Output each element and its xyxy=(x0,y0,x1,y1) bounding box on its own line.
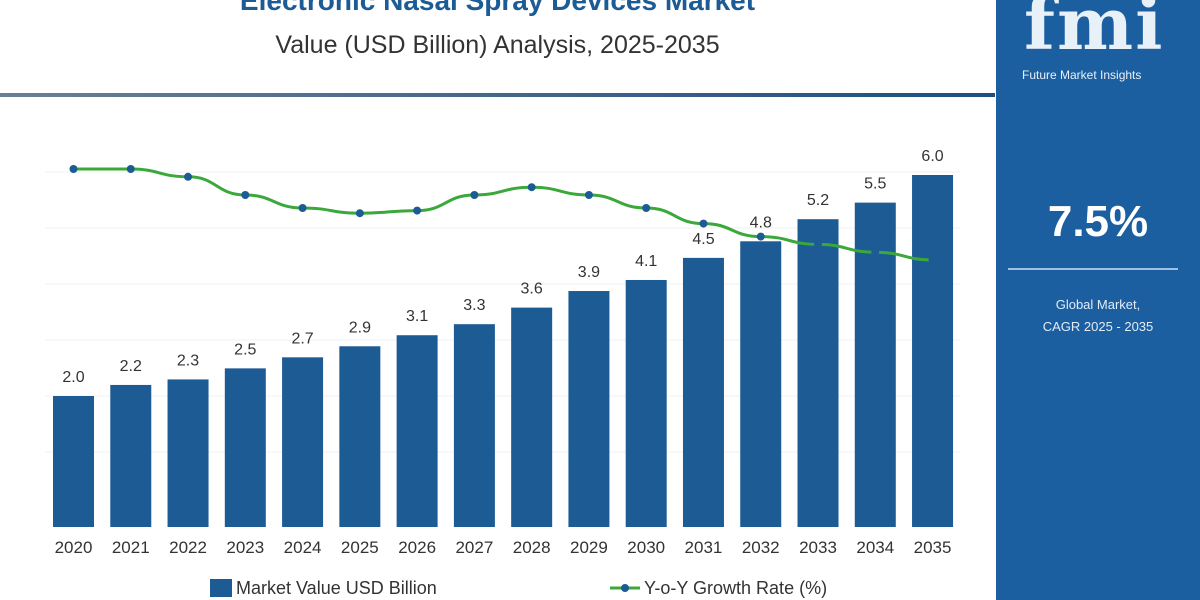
growth-point-2026 xyxy=(413,206,422,215)
x-tick-2021: 2021 xyxy=(112,538,150,557)
chart-plot: 2.0 2020 2.2 2021 2.3 2022 2.5 2023 2.7 2024 2.9 20… xyxy=(45,148,960,557)
chart-subtitle: Value (USD Billion) Analysis, 2025-2035 xyxy=(275,31,720,59)
legend-item-bars: Market Value USD Billion xyxy=(210,578,437,598)
data-label-2020: 2.0 xyxy=(62,369,84,386)
legend-swatch-bar xyxy=(210,579,232,597)
bar-2035 xyxy=(912,175,954,527)
x-tick-2022: 2022 xyxy=(169,538,207,557)
bar-2021 xyxy=(110,384,152,527)
bar-2028 xyxy=(511,307,553,527)
divider xyxy=(0,93,995,97)
bar-2029 xyxy=(568,291,610,527)
data-label-2026: 3.1 xyxy=(406,308,428,325)
cagr-label-line1: Global Market, xyxy=(1055,297,1141,312)
x-tick-2035: 2035 xyxy=(914,538,952,557)
data-label-2023: 2.5 xyxy=(234,341,256,358)
x-tick-2031: 2031 xyxy=(685,538,723,557)
data-label-2022: 2.3 xyxy=(177,352,199,369)
data-label-2031: 4.5 xyxy=(692,231,714,248)
bar-2027 xyxy=(453,324,495,527)
growth-point-2024 xyxy=(298,204,307,212)
legend-item-line: Y-o-Y Growth Rate (%) xyxy=(610,578,827,598)
bar-2031 xyxy=(682,257,724,527)
data-label-2034: 5.5 xyxy=(864,176,886,193)
x-tick-2026: 2026 xyxy=(398,538,436,557)
chart-title: Electronic Nasal Spray Devices Market xyxy=(239,0,756,16)
bar-2022 xyxy=(167,379,209,527)
growth-point-2021 xyxy=(126,165,135,173)
x-tick-2033: 2033 xyxy=(799,538,837,557)
growth-point-2031 xyxy=(699,219,708,228)
bar-2034 xyxy=(854,202,896,527)
x-tick-2025: 2025 xyxy=(341,538,379,557)
growth-point-2028 xyxy=(527,183,536,192)
brand-panel: fmi Future Market Insights 7.5% Global M… xyxy=(996,0,1200,600)
x-tick-2020: 2020 xyxy=(55,538,93,557)
panel-separator xyxy=(1008,268,1178,270)
data-label-2029: 3.9 xyxy=(578,264,600,281)
brand-name: Future Market Insights xyxy=(1022,68,1142,82)
cagr-value: 7.5% xyxy=(1047,197,1149,246)
growth-point-2029 xyxy=(584,191,593,199)
data-label-2021: 2.2 xyxy=(120,358,142,375)
x-tick-2028: 2028 xyxy=(513,538,551,557)
fmi-logo: fmi xyxy=(1024,0,1165,60)
cagr-label: Global Market, CAGR 2025 - 2035 xyxy=(996,294,1200,338)
growth-line xyxy=(73,167,933,262)
growth-point-2032 xyxy=(756,232,765,241)
bar-2033 xyxy=(797,219,839,527)
growth-point-2034 xyxy=(871,248,880,257)
bar-2020 xyxy=(53,396,94,527)
data-label-2025: 2.9 xyxy=(349,319,371,336)
data-label-2027: 3.3 xyxy=(463,297,485,314)
data-label-2032: 4.8 xyxy=(750,214,772,231)
x-tick-2029: 2029 xyxy=(570,538,608,557)
x-tick-2023: 2023 xyxy=(226,538,264,557)
bar-2026 xyxy=(396,335,438,527)
x-tick-2032: 2032 xyxy=(742,538,780,557)
legend-label-line: Y-o-Y Growth Rate (%) xyxy=(644,578,828,598)
growth-point-2025 xyxy=(355,209,364,218)
growth-point-2023 xyxy=(241,191,250,199)
growth-point-2033 xyxy=(814,240,823,249)
data-label-2028: 3.6 xyxy=(521,281,543,298)
x-tick-2034: 2034 xyxy=(856,538,894,557)
legend-label-bars: Market Value USD Billion xyxy=(236,578,437,598)
bar-2025 xyxy=(339,346,381,527)
growth-point-2035 xyxy=(928,256,937,264)
bar-2024 xyxy=(282,357,324,527)
data-label-2033: 5.2 xyxy=(807,192,829,209)
x-tick-2024: 2024 xyxy=(284,538,322,557)
data-label-2024: 2.7 xyxy=(291,330,313,347)
bar-2032 xyxy=(740,241,782,528)
bar-2023 xyxy=(224,368,266,527)
x-tick-2030: 2030 xyxy=(627,538,665,557)
bar-2030 xyxy=(625,279,667,527)
growth-point-2022 xyxy=(184,172,193,181)
cagr-label-line2: CAGR 2025 - 2035 xyxy=(1042,319,1154,334)
data-label-2035: 6.0 xyxy=(921,148,943,165)
growth-point-2030 xyxy=(642,204,651,212)
data-label-2030: 4.1 xyxy=(635,253,657,270)
x-tick-2027: 2027 xyxy=(455,538,493,557)
growth-point-2020 xyxy=(69,165,78,173)
legend-swatch-line xyxy=(610,584,640,592)
growth-point-2027 xyxy=(470,191,479,199)
